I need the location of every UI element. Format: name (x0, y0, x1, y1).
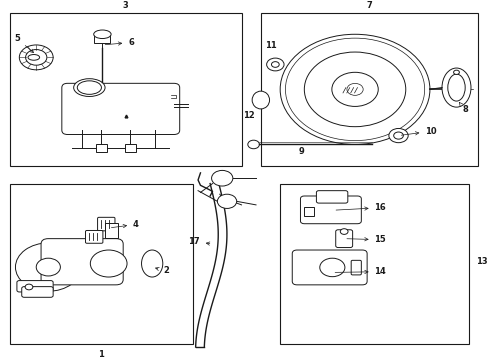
Bar (10, 13, 241, 166)
Ellipse shape (77, 81, 101, 94)
Circle shape (331, 72, 377, 107)
FancyBboxPatch shape (61, 83, 179, 135)
Circle shape (20, 45, 53, 70)
Circle shape (217, 194, 236, 208)
Text: 3: 3 (122, 1, 128, 10)
Bar (104, 222, 118, 238)
Bar (94, 35, 110, 43)
Text: 16: 16 (335, 203, 386, 212)
FancyBboxPatch shape (335, 230, 352, 248)
Ellipse shape (141, 250, 163, 277)
Text: 11: 11 (264, 41, 276, 50)
Text: 12: 12 (243, 111, 254, 120)
Ellipse shape (441, 68, 470, 107)
Circle shape (247, 140, 259, 149)
FancyBboxPatch shape (21, 287, 53, 297)
FancyBboxPatch shape (17, 280, 53, 292)
Text: 1: 1 (98, 350, 104, 359)
FancyBboxPatch shape (292, 250, 366, 285)
Bar (10, 184, 193, 343)
Text: 13: 13 (475, 257, 487, 266)
Circle shape (388, 129, 407, 143)
Circle shape (25, 50, 47, 65)
FancyBboxPatch shape (41, 239, 123, 285)
Circle shape (211, 170, 232, 186)
FancyBboxPatch shape (85, 230, 102, 243)
FancyBboxPatch shape (316, 191, 347, 203)
Circle shape (36, 258, 60, 276)
Bar (260, 13, 477, 166)
Circle shape (346, 84, 363, 95)
Text: 2: 2 (155, 266, 169, 275)
Text: 9: 9 (299, 147, 304, 156)
Ellipse shape (447, 74, 464, 101)
Circle shape (285, 38, 424, 141)
FancyBboxPatch shape (350, 260, 361, 275)
Ellipse shape (94, 30, 111, 39)
Text: 5: 5 (15, 35, 34, 53)
Text: 14: 14 (334, 267, 386, 276)
Text: 4: 4 (111, 220, 139, 229)
Circle shape (271, 62, 279, 67)
Text: 10: 10 (401, 127, 436, 136)
Text: 6: 6 (105, 38, 134, 47)
Circle shape (266, 58, 284, 71)
Ellipse shape (28, 54, 40, 60)
Circle shape (319, 258, 344, 277)
FancyBboxPatch shape (98, 217, 115, 231)
Circle shape (393, 132, 403, 139)
Circle shape (280, 34, 429, 144)
Circle shape (453, 70, 458, 75)
Circle shape (304, 52, 405, 127)
Bar (124, 144, 136, 152)
Ellipse shape (74, 79, 105, 96)
Circle shape (340, 229, 347, 234)
Bar (96, 144, 107, 152)
Circle shape (90, 250, 127, 277)
FancyBboxPatch shape (300, 196, 361, 224)
Circle shape (25, 284, 33, 290)
Bar (304, 207, 313, 216)
Ellipse shape (252, 91, 269, 109)
Circle shape (16, 243, 81, 291)
Text: 15: 15 (346, 235, 386, 244)
Text: 7: 7 (366, 1, 372, 10)
Text: 17: 17 (188, 237, 209, 246)
Bar (280, 184, 468, 343)
Text: 8: 8 (458, 102, 467, 114)
